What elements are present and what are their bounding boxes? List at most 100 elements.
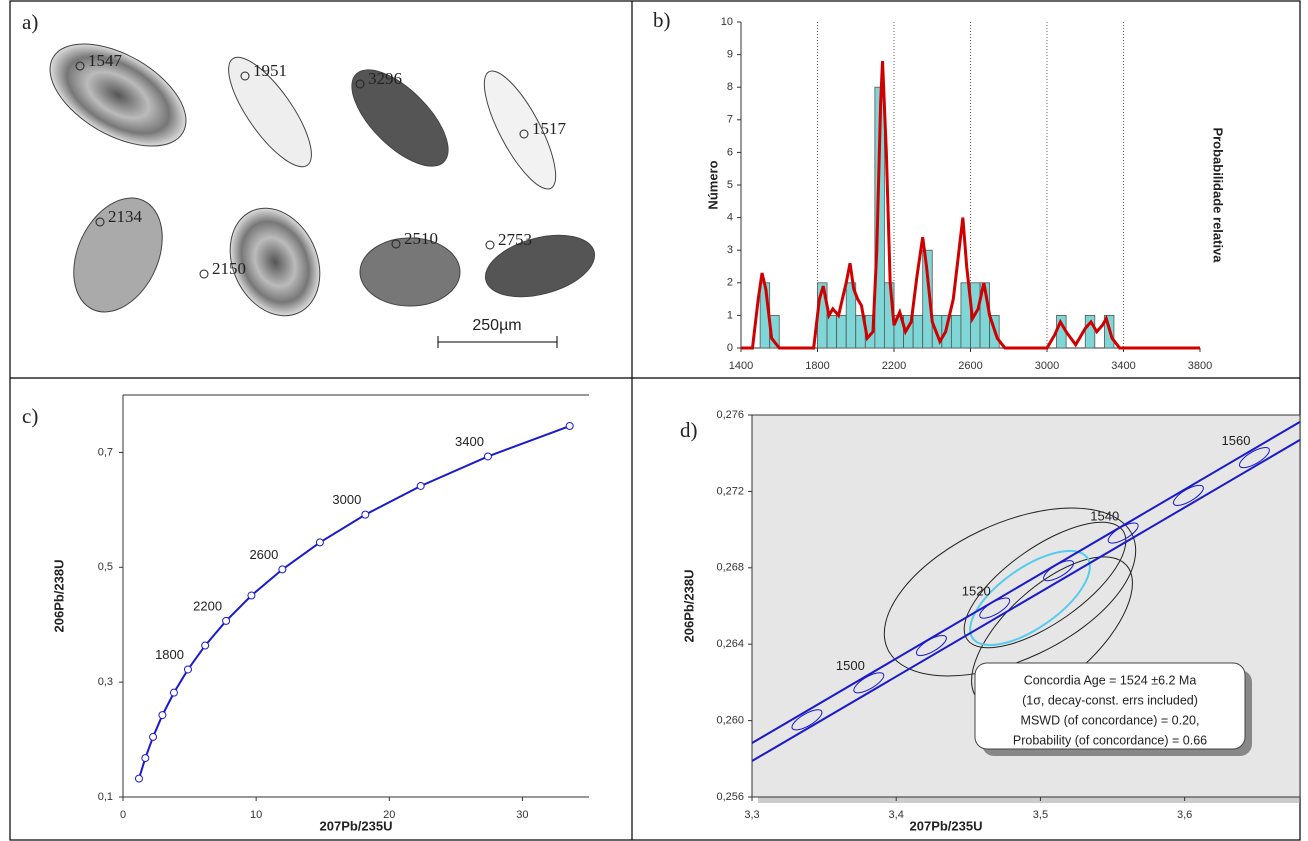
age-label: 1800 — [155, 647, 184, 662]
spot — [485, 240, 495, 250]
age-label: 1520 — [962, 584, 991, 599]
x-tick-label: 2200 — [882, 360, 906, 372]
x-tick-label: 3,4 — [889, 809, 904, 821]
y-tick-label: 5 — [727, 179, 733, 191]
grain-age: 2753 — [498, 230, 532, 249]
y-tick-label: 0,276 — [716, 409, 744, 421]
grain-age: 3296 — [368, 69, 402, 88]
age-marker — [247, 591, 256, 600]
x-tick-label: 20 — [383, 809, 395, 821]
spot — [75, 61, 85, 71]
age-label: 2200 — [193, 598, 222, 613]
bar — [950, 314, 962, 349]
age-marker — [791, 709, 823, 731]
concordia-envelope — [751, 439, 1301, 762]
panel-label: c) — [22, 404, 38, 428]
y-tick-label: 8 — [727, 81, 733, 93]
panel-label: b) — [653, 8, 671, 32]
y-tick-label: 0,1 — [98, 791, 113, 803]
x-tick-label: 1800 — [805, 360, 829, 372]
y-tick-label: 0,272 — [716, 485, 744, 497]
y-tick-label: 7 — [727, 114, 733, 126]
scale-label: 250µm — [472, 317, 521, 334]
age-marker — [149, 732, 158, 741]
y-tick-label: 0,268 — [716, 562, 744, 574]
age-marker — [315, 538, 324, 547]
x-tick-label: 3400 — [1111, 360, 1135, 372]
age-marker — [169, 688, 178, 697]
y-tick-label: 0,256 — [716, 791, 744, 803]
panel-label: d) — [680, 418, 698, 442]
bar — [874, 86, 885, 349]
grain-age: 1517 — [532, 119, 567, 138]
panel-label: a) — [22, 10, 38, 34]
x-tick-label: 30 — [516, 809, 528, 821]
y-tick-label: 0,264 — [716, 638, 744, 650]
y-tick-label: 3 — [727, 244, 733, 256]
grain-images — [49, 43, 596, 317]
age-marker — [1043, 560, 1075, 582]
x-tick-label: 3,5 — [1033, 809, 1048, 821]
y-tick-label: 0 — [727, 342, 733, 354]
spot — [240, 71, 250, 81]
concordia-envelope — [751, 421, 1301, 744]
age-marker — [222, 616, 231, 625]
x-tick-label: 1400 — [729, 360, 753, 372]
x-tick-label: 3,3 — [744, 809, 759, 821]
age-marker — [141, 754, 150, 763]
annotation: MSWD (of concordance) = 0.20, — [1021, 713, 1200, 727]
age-marker — [1107, 522, 1139, 544]
bar — [1084, 314, 1096, 349]
age-marker — [979, 597, 1011, 619]
grain-age: 1951 — [253, 61, 287, 80]
age-marker — [853, 672, 885, 694]
y-tick-label: 1 — [727, 309, 733, 321]
x-axis-label: 207Pb/235U — [320, 818, 393, 833]
bar — [912, 314, 924, 349]
x-tick-label: 2600 — [958, 360, 982, 372]
y-tick-label: 0,7 — [98, 446, 113, 458]
probability-curve — [741, 61, 1200, 350]
age-label: 2600 — [249, 547, 278, 562]
bar — [836, 314, 847, 349]
annotation-box — [974, 662, 1246, 750]
y-tick-label: 0,5 — [98, 561, 113, 573]
age-marker — [134, 774, 143, 783]
age-marker — [361, 510, 370, 519]
age-marker — [1238, 447, 1270, 469]
y-axis-label: Número — [705, 160, 720, 209]
grain-age: 2150 — [212, 259, 246, 278]
age-label: 1500 — [836, 658, 865, 673]
x-tick-label: 0 — [120, 809, 126, 821]
age-marker — [1172, 484, 1204, 506]
bar — [826, 314, 838, 349]
annotation: (1σ, decay-const. errs included) — [1022, 693, 1198, 707]
age-marker — [278, 565, 287, 574]
grain-age: 1547 — [88, 51, 123, 70]
bar — [922, 249, 933, 349]
age-marker — [201, 641, 210, 650]
age-label: 1560 — [1222, 433, 1251, 448]
age-label: 3000 — [332, 492, 361, 507]
x-axis-label: 207Pb/235U — [910, 818, 983, 833]
age-marker — [565, 422, 574, 431]
y-tick-label: 4 — [727, 212, 733, 224]
y-axis-label: 206Pb/238U — [51, 560, 66, 633]
y-tick-label: 0,260 — [716, 715, 744, 727]
spot — [199, 269, 209, 279]
age-marker — [915, 635, 947, 657]
spot — [391, 239, 401, 249]
grain-age: 2510 — [404, 229, 438, 248]
spot — [355, 79, 365, 89]
spot — [95, 217, 105, 227]
age-marker — [483, 452, 492, 461]
y-tick-label: 10 — [721, 16, 733, 28]
y-tick-label: 0,3 — [98, 676, 113, 688]
annotation: Concordia Age = 1524 ±6.2 Ma — [1024, 673, 1197, 687]
x-tick-label: 3800 — [1188, 360, 1212, 372]
y2-axis-label: Probabilidade relativa — [1211, 127, 1226, 263]
age-label: 3400 — [455, 434, 484, 449]
y-tick-label: 6 — [727, 146, 733, 158]
age-marker — [183, 665, 192, 674]
